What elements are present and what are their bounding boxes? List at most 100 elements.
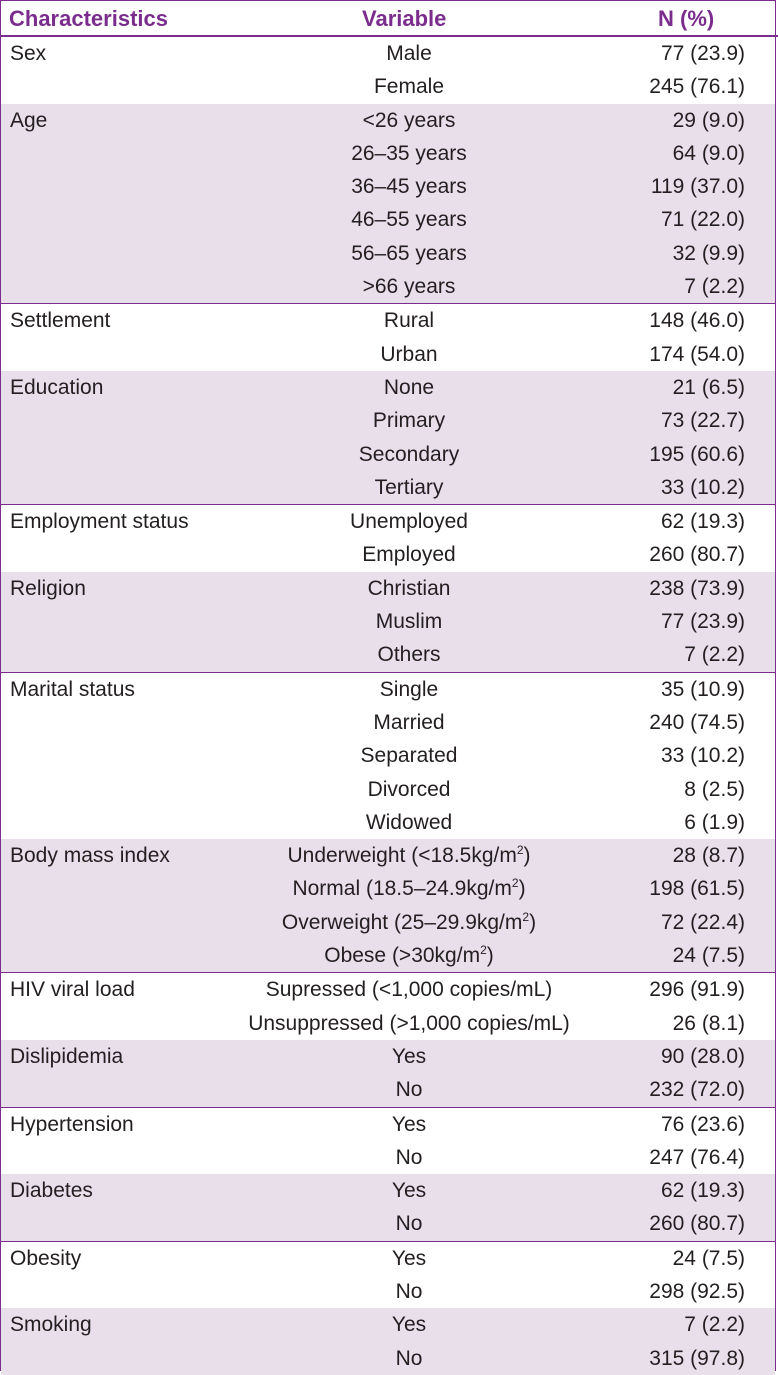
variable-cell: No [221, 1207, 597, 1240]
n-percent-cell: 7 (2.2) [684, 275, 745, 299]
table-row: Urban 174 (54.0) [1, 338, 775, 371]
table-row: Normal (18.5–24.9kg/m2) 198 (61.5) [1, 872, 775, 905]
table-group: Employment status Unemployed 62 (19.3) Empl… [1, 504, 775, 572]
variable-text: No [395, 1145, 423, 1169]
table-row: 36–45 years 119 (37.0) [1, 170, 775, 203]
characteristic-label: Age [10, 108, 48, 132]
table-row: Separated 33 (10.2) [1, 739, 775, 772]
variable-text: No [395, 1346, 423, 1370]
variable-text: Secondary [358, 442, 460, 466]
table-row: Others 7 (2.2) [1, 638, 775, 671]
variable-text: Rural [383, 309, 435, 333]
variable-cell: Underweight (<18.5kg/m2) [221, 839, 597, 872]
table-row: Widowed 6 (1.9) [1, 806, 775, 839]
table-group: Marital status Single 35 (10.9) Married 240 … [1, 671, 775, 839]
variable-cell: 56–65 years [221, 237, 597, 270]
n-percent-cell: 238 (73.9) [649, 576, 745, 600]
characteristic-label: Dislipidemia [10, 1044, 124, 1068]
n-percent-cell: 64 (9.0) [672, 141, 745, 165]
table-row: Yes 7 (2.2) [1, 1308, 775, 1341]
n-percent-cell: 315 (97.8) [649, 1346, 745, 1370]
variable-cell: Primary [221, 404, 597, 437]
table-row: <26 years 29 (9.0) [1, 104, 775, 137]
table-row: Employed 260 (80.7) [1, 538, 775, 571]
table-group: Dislipidemia Yes 90 (28.0) No 232 (72.0) [1, 1039, 775, 1107]
variable-text: Yes [391, 1179, 427, 1203]
characteristic-label: Obesity [10, 1246, 82, 1270]
variable-text: Primary [372, 409, 446, 433]
variable-cell: 36–45 years [221, 170, 597, 203]
variable-text: Yes [391, 1044, 427, 1068]
variable-suffix: ) [518, 877, 526, 901]
variable-text: 26–35 years [351, 141, 467, 165]
n-percent-cell: 24 (7.5) [672, 944, 745, 968]
variable-text: Others [377, 643, 441, 667]
variable-text: Overweight (25–29.9kg/m [281, 910, 523, 934]
n-percent-cell: 298 (92.5) [649, 1279, 745, 1303]
variable-cell: Rural [221, 304, 597, 337]
variable-cell: No [221, 1342, 597, 1375]
characteristic-label: Religion [10, 576, 86, 600]
variable-text: Divorced [367, 777, 451, 801]
table-row: Yes 24 (7.5) [1, 1242, 775, 1275]
variable-text: Unsuppressed (>1,000 copies/mL) [248, 1011, 570, 1035]
variable-cell: Obese (>30kg/m2) [221, 939, 597, 972]
variable-text: Tertiary [374, 475, 444, 499]
variable-text: Married [373, 710, 445, 734]
variable-cell: Divorced [221, 773, 597, 806]
n-percent-cell: 76 (23.6) [660, 1112, 745, 1136]
n-percent-cell: 71 (22.0) [660, 208, 745, 232]
variable-text: Yes [391, 1112, 427, 1136]
table-row: Yes 62 (19.3) [1, 1174, 775, 1207]
variable-cell: Married [221, 706, 597, 739]
table-row: Supressed (<1,000 copies/mL) 296 (91.9) [1, 973, 775, 1006]
variable-text: Muslim [375, 610, 443, 634]
n-percent-cell: 24 (7.5) [672, 1246, 745, 1270]
superscript: 2 [511, 876, 519, 891]
table-row: Underweight (<18.5kg/m2) 28 (8.7) [1, 839, 775, 872]
variable-cell: Yes [221, 1108, 597, 1141]
characteristic-label: Smoking [10, 1313, 92, 1337]
variable-cell: Yes [221, 1308, 597, 1341]
variable-text: Unemployed [350, 510, 468, 534]
table-group: Body mass index Underweight (<18.5kg/m2) 2… [1, 839, 775, 973]
variable-cell: Others [221, 638, 597, 671]
variable-cell: None [221, 371, 597, 404]
table-row: Tertiary 33 (10.2) [1, 471, 775, 504]
variable-cell: Employed [221, 538, 597, 571]
table-row: Yes 76 (23.6) [1, 1108, 775, 1141]
variable-cell: Muslim [221, 605, 597, 638]
n-percent-cell: 29 (9.0) [672, 108, 745, 132]
n-percent-cell: 77 (23.9) [660, 610, 745, 634]
characteristic-label: Sex [10, 42, 47, 65]
variable-text: >66 years [362, 275, 456, 299]
table-row: Unemployed 62 (19.3) [1, 505, 775, 538]
table-group: HIV viral load Supressed (<1,000 copies/m… [1, 972, 775, 1040]
n-percent-cell: 296 (91.9) [649, 978, 745, 1002]
variable-cell: No [221, 1073, 597, 1106]
variable-text: Normal (18.5–24.9kg/m [292, 877, 512, 901]
n-percent-cell: 28 (8.7) [672, 844, 745, 868]
n-percent-cell: 148 (46.0) [649, 309, 745, 333]
variable-cell: 46–55 years [221, 203, 597, 236]
n-percent-cell: 7 (2.2) [684, 643, 745, 667]
variable-text: None [383, 375, 435, 399]
table-row: Muslim 77 (23.9) [1, 605, 775, 638]
variable-text: Underweight (<18.5kg/m [287, 844, 517, 868]
variable-cell: Yes [221, 1242, 597, 1275]
n-percent-cell: 62 (19.3) [660, 510, 745, 534]
n-percent-cell: 77 (23.9) [660, 42, 745, 65]
characteristic-label: Education [10, 375, 104, 399]
n-percent-cell: 33 (10.2) [660, 744, 745, 768]
characteristic-label: Diabetes [10, 1179, 93, 1203]
n-percent-cell: 247 (76.4) [649, 1145, 745, 1169]
variable-text: Male [386, 42, 432, 65]
table-row: Female 245 (76.1) [1, 70, 775, 103]
characteristic-label: Body mass index [10, 844, 170, 868]
variable-cell: Unsuppressed (>1,000 copies/mL) [221, 1007, 597, 1040]
table-row: Yes 90 (28.0) [1, 1040, 775, 1073]
table-row: No 260 (80.7) [1, 1207, 775, 1240]
n-percent-cell: 21 (6.5) [672, 375, 745, 399]
variable-cell: Separated [221, 739, 597, 772]
table-group: Sex Male 77 (23.9) Female 245 (76.1) [1, 37, 775, 104]
